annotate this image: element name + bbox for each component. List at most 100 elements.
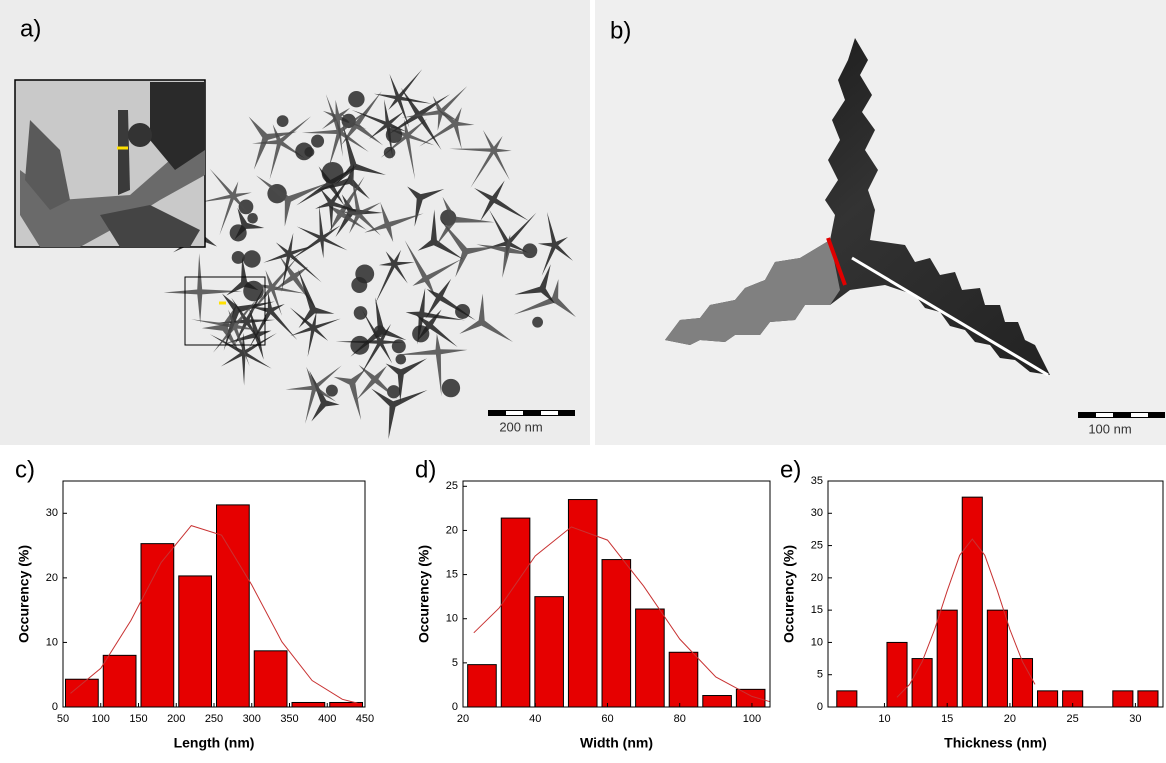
y-tick-label: 10 <box>46 636 58 648</box>
x-tick-label: 60 <box>601 713 613 725</box>
rosette <box>351 276 368 293</box>
particle <box>404 240 462 297</box>
panel-label: d) <box>415 456 436 483</box>
particle <box>333 369 366 421</box>
particle <box>244 255 307 320</box>
y-tick-label: 10 <box>446 613 458 625</box>
rosette <box>441 378 461 398</box>
particle <box>385 358 428 402</box>
y-axis-label: Occurency (%) <box>781 545 797 643</box>
x-tick-label: 150 <box>129 713 147 725</box>
bar <box>911 658 933 708</box>
zoom-box <box>184 276 266 346</box>
y-tick-label: 0 <box>817 701 823 713</box>
bar <box>936 609 958 708</box>
bar <box>467 664 497 708</box>
scale-bar-seg <box>506 411 523 415</box>
rosette <box>311 134 325 148</box>
particle <box>289 307 341 357</box>
tem-image-b <box>595 0 1166 445</box>
particle <box>336 123 386 184</box>
rosette <box>247 212 258 224</box>
particle <box>374 249 415 305</box>
inset <box>14 79 206 248</box>
y-tick-label: 20 <box>446 524 458 536</box>
x-tick-label: 350 <box>280 713 298 725</box>
scale-bar-seg <box>1096 413 1113 417</box>
bar <box>534 596 564 708</box>
particle <box>225 307 272 360</box>
bar <box>702 695 732 708</box>
y-tick-label: 20 <box>811 572 823 584</box>
fit-curve <box>70 525 358 704</box>
rosette <box>243 250 261 268</box>
rosette <box>383 146 396 159</box>
particle <box>435 196 495 247</box>
y-tick-label: 5 <box>817 669 823 681</box>
scale-bar-seg <box>1131 413 1148 417</box>
x-axis-label: Thickness (nm) <box>944 735 1047 751</box>
particle <box>387 87 451 151</box>
particle-cluster <box>163 69 577 440</box>
bar <box>836 690 858 708</box>
rosette <box>522 243 538 259</box>
panel-label: e) <box>780 456 801 483</box>
y-tick-label: 25 <box>811 539 823 551</box>
x-tick-label: 30 <box>1129 713 1141 725</box>
rosette <box>353 306 368 320</box>
particle <box>514 264 556 304</box>
particle <box>248 116 298 170</box>
particle <box>537 211 574 276</box>
particle <box>209 332 277 386</box>
bar <box>102 654 137 708</box>
particle <box>256 175 329 227</box>
particle <box>314 164 370 200</box>
particle <box>425 278 476 321</box>
x-tick-label: 100 <box>92 713 110 725</box>
inset-arm <box>150 82 205 170</box>
scale-bar-base <box>1078 412 1165 418</box>
x-tick-label: 250 <box>205 713 223 725</box>
x-axis-label: Length (nm) <box>174 735 255 751</box>
x-tick-label: 20 <box>457 713 469 725</box>
bar <box>253 650 288 708</box>
panel-label: a) <box>20 15 41 42</box>
y-axis-label: Occurency (%) <box>16 545 32 643</box>
particle <box>356 364 398 400</box>
bar <box>178 575 212 708</box>
rosette <box>391 339 406 354</box>
particle <box>335 309 405 377</box>
scale-bar <box>488 410 575 416</box>
x-tick-label: 80 <box>674 713 686 725</box>
particle <box>296 165 358 206</box>
particle <box>340 91 384 146</box>
bar <box>1011 658 1034 708</box>
rosette <box>350 335 370 355</box>
scale-bar-base <box>488 410 575 416</box>
rosette <box>373 325 386 338</box>
particle <box>513 279 577 318</box>
bar <box>668 651 699 708</box>
particle <box>301 94 369 170</box>
tripod-arm <box>665 240 840 345</box>
x-tick-label: 300 <box>243 713 261 725</box>
bar <box>500 517 531 708</box>
length-line <box>851 256 1049 377</box>
x-tick-label: 25 <box>1067 713 1079 725</box>
rosette <box>231 250 245 264</box>
x-tick-label: 200 <box>167 713 185 725</box>
bar <box>635 608 665 708</box>
particle <box>417 209 464 260</box>
inset-arm <box>100 205 200 247</box>
particle <box>419 106 475 150</box>
plot-frame <box>827 480 1164 708</box>
x-axis-label: Width (nm) <box>580 735 653 751</box>
x-tick-label: 40 <box>529 713 541 725</box>
bar <box>291 701 326 708</box>
y-tick-label: 20 <box>46 572 58 584</box>
inset-arm <box>118 110 130 195</box>
x-tick-label: 20 <box>1004 713 1016 725</box>
scale-bar <box>1078 412 1165 418</box>
x-tick-label: 50 <box>57 713 69 725</box>
